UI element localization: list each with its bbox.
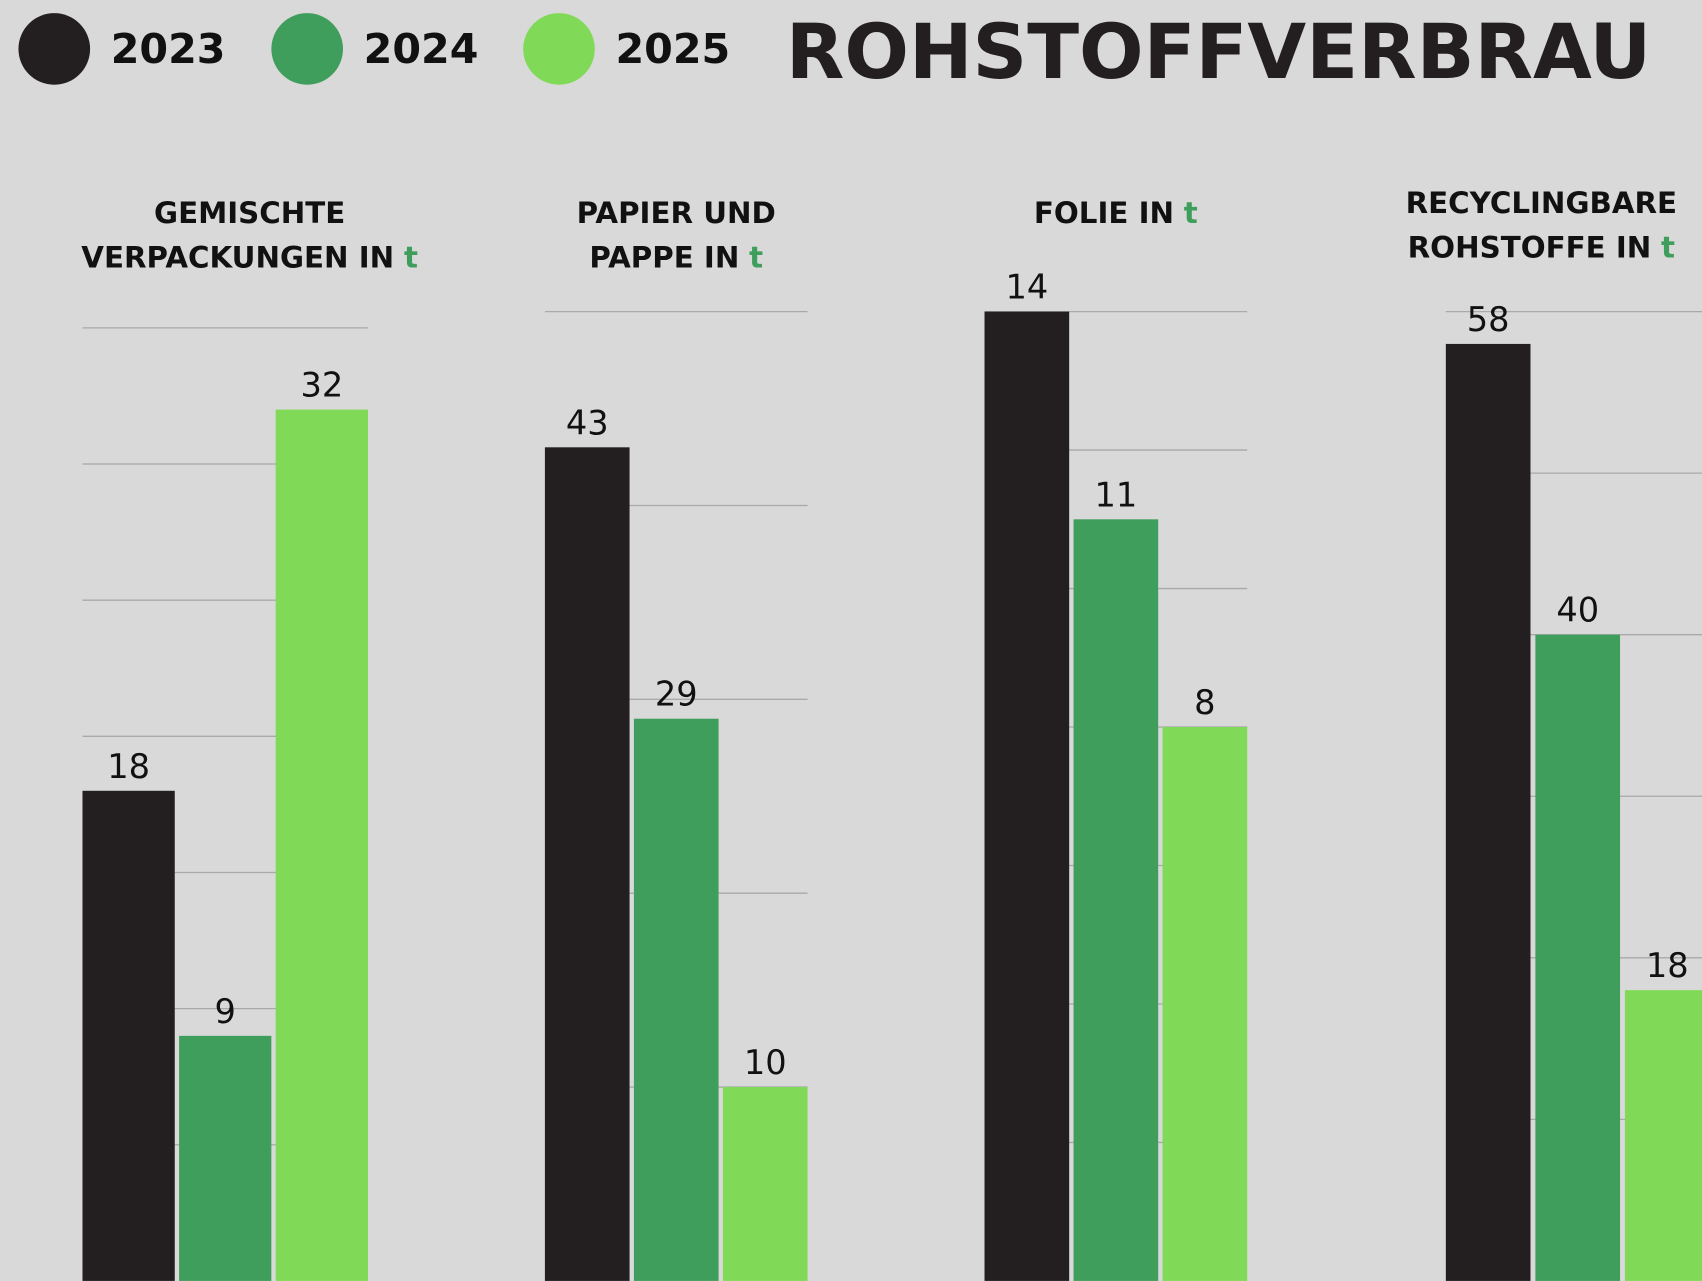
data-label: 14 [1005, 268, 1048, 307]
legend-label: 2025 [615, 25, 730, 73]
bar [1624, 990, 1702, 1281]
data-label: 9 [215, 992, 236, 1031]
chart-title: VERPACKUNGEN IN t [81, 240, 418, 274]
page-title: ROHSTOFFVERBRAU [786, 7, 1651, 96]
data-label: 18 [1646, 946, 1689, 985]
data-label: 29 [655, 675, 698, 714]
chart-title: RECYCLINGBARE [1406, 186, 1677, 220]
chart-title-line: GEMISCHTE [154, 195, 345, 229]
data-label: 8 [1194, 683, 1215, 722]
bar [1535, 634, 1621, 1281]
legend-swatch [271, 13, 344, 85]
legend-swatch [18, 13, 91, 85]
legend-label: 2024 [364, 25, 479, 73]
chart-title-line: VERPACKUNGEN IN [81, 240, 394, 274]
chart-title: PAPPE IN t [589, 240, 763, 274]
bar [544, 447, 630, 1281]
bar [633, 718, 719, 1281]
bar [275, 409, 368, 1281]
data-label: 40 [1556, 591, 1599, 630]
data-label: 58 [1467, 300, 1510, 339]
bar [984, 311, 1070, 1281]
chart-title: PAPIER UND [577, 195, 776, 229]
chart-unit: t [404, 240, 418, 274]
legend-label: 2023 [111, 25, 226, 73]
chart-title: ROHSTOFFE IN t [1408, 230, 1675, 264]
bar [722, 1087, 808, 1281]
bar [1073, 519, 1159, 1281]
chart-title-line: PAPIER UND [577, 195, 776, 229]
chart-title-line: ROHSTOFFE IN [1408, 230, 1652, 264]
chart-unit: t [1184, 195, 1198, 229]
chart-unit: t [1661, 230, 1675, 264]
data-label: 11 [1094, 475, 1137, 514]
data-label: 18 [107, 747, 150, 786]
chart-title-line: PAPPE IN [589, 240, 739, 274]
data-label: 10 [744, 1043, 787, 1082]
chart-unit: t [749, 240, 763, 274]
data-label: 43 [566, 403, 609, 442]
bar [82, 790, 175, 1281]
legend-swatch [523, 13, 595, 85]
data-label: 32 [300, 366, 343, 405]
chart-title-line: RECYCLINGBARE [1406, 186, 1677, 220]
bar [1445, 343, 1531, 1281]
chart-title-line: FOLIE IN [1034, 195, 1174, 229]
chart-title: FOLIE IN t [1034, 195, 1198, 229]
bar [179, 1035, 272, 1281]
bar [1162, 727, 1248, 1281]
chart-title: GEMISCHTE [154, 195, 345, 229]
